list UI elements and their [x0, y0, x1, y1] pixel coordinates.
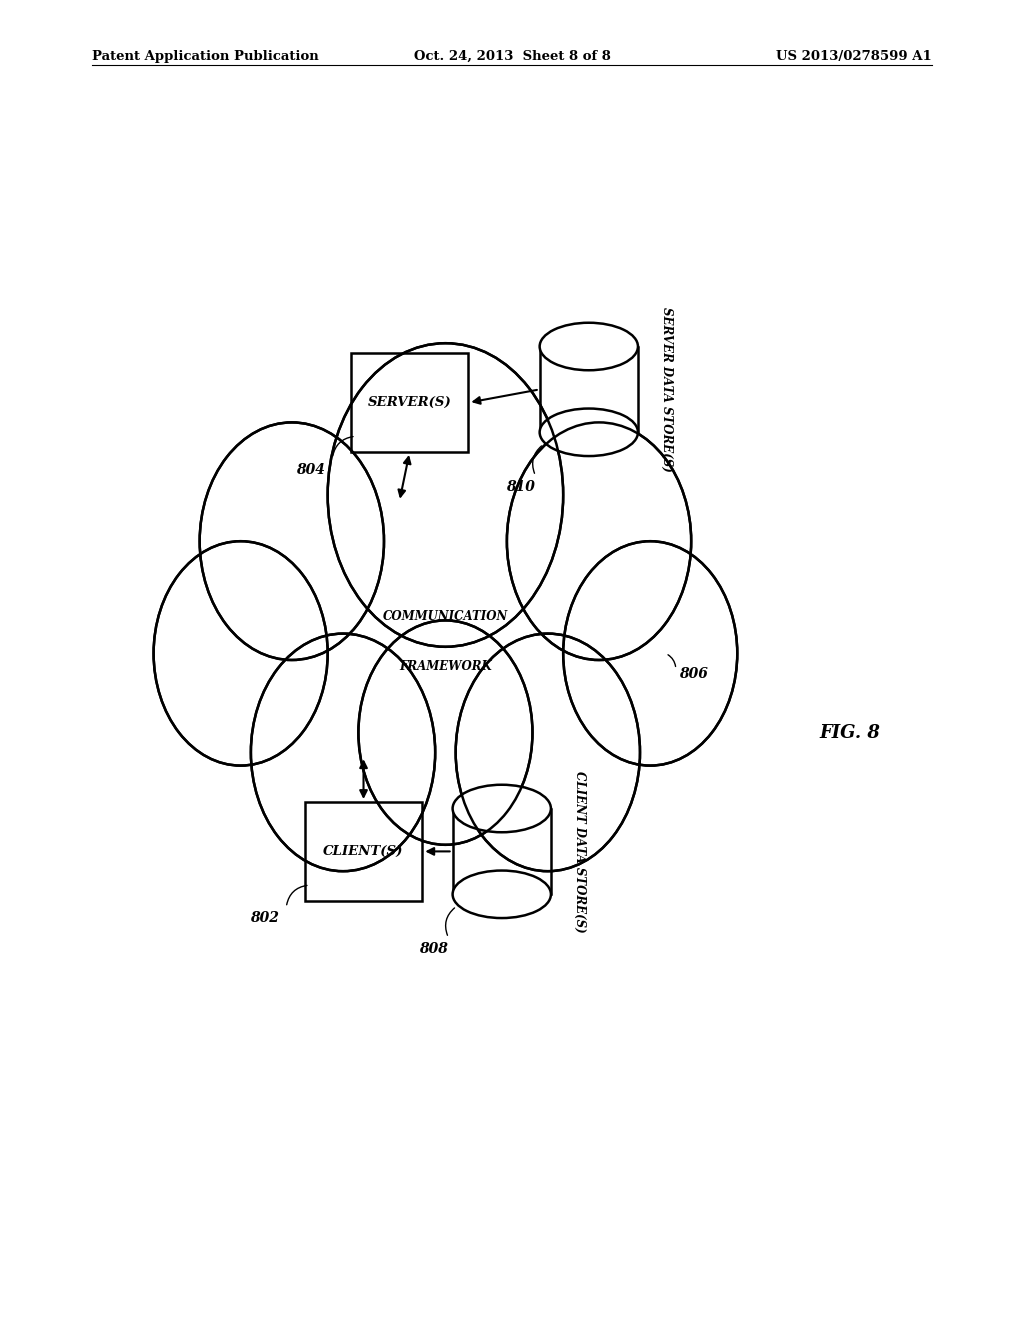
Text: US 2013/0278599 A1: US 2013/0278599 A1: [776, 50, 932, 63]
Polygon shape: [154, 343, 737, 871]
Ellipse shape: [540, 323, 638, 371]
Text: CLIENT(S): CLIENT(S): [324, 845, 403, 858]
Bar: [453, 808, 551, 895]
Circle shape: [507, 422, 691, 660]
Text: SERVER(S): SERVER(S): [368, 396, 452, 409]
Text: Patent Application Publication: Patent Application Publication: [92, 50, 318, 63]
Text: SERVER DATA STORE(S): SERVER DATA STORE(S): [660, 308, 674, 471]
Text: Oct. 24, 2013  Sheet 8 of 8: Oct. 24, 2013 Sheet 8 of 8: [414, 50, 610, 63]
Circle shape: [200, 422, 384, 660]
Text: 808: 808: [419, 942, 447, 956]
Circle shape: [251, 634, 435, 871]
Circle shape: [456, 634, 640, 871]
Text: COMMUNICATION: COMMUNICATION: [383, 610, 508, 623]
Text: 804: 804: [296, 463, 326, 477]
Circle shape: [328, 343, 563, 647]
Circle shape: [154, 541, 328, 766]
Text: 800: 800: [179, 610, 249, 644]
Text: 802: 802: [250, 911, 279, 925]
Bar: [350, 354, 469, 451]
Circle shape: [358, 620, 532, 845]
Circle shape: [563, 541, 737, 766]
Bar: [540, 346, 638, 433]
Text: 810: 810: [506, 480, 535, 494]
Text: 806: 806: [679, 667, 708, 681]
Ellipse shape: [540, 409, 638, 457]
Text: FRAMEWORK: FRAMEWORK: [399, 660, 492, 673]
Ellipse shape: [453, 871, 551, 919]
Ellipse shape: [453, 784, 551, 833]
Bar: [305, 801, 422, 900]
Text: FIG. 8: FIG. 8: [819, 723, 880, 742]
Text: CLIENT DATA STORE(S): CLIENT DATA STORE(S): [573, 771, 587, 932]
